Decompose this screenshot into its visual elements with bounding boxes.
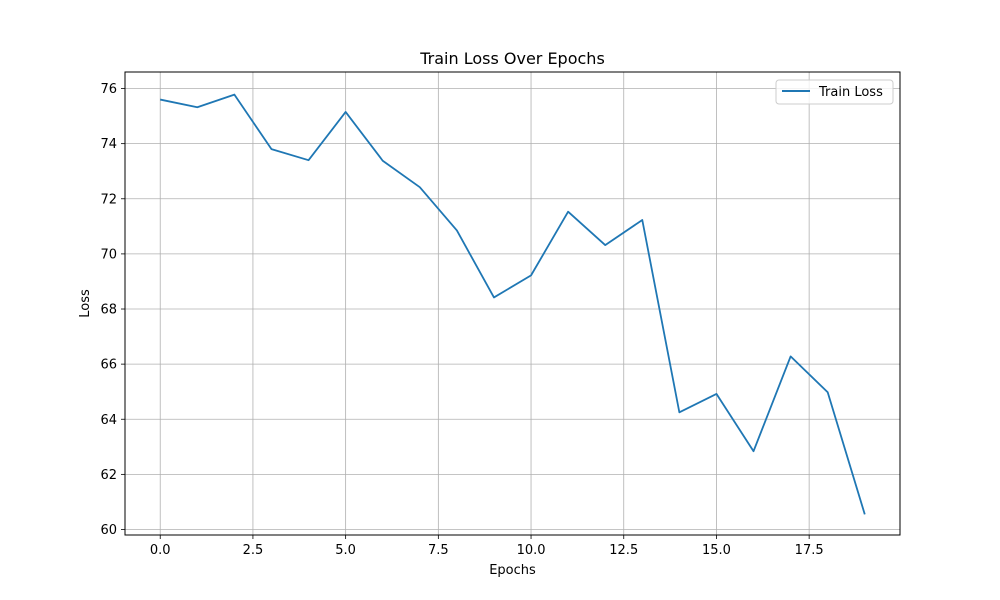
x-tick-label: 7.5: [428, 543, 449, 558]
y-tick-label: 60: [100, 523, 117, 538]
y-tick-label: 64: [100, 413, 117, 428]
plot-area-frame: [124, 71, 901, 536]
x-axis-ticks: 0.0 2.5 5.0 7.5 10.0 12.5 15.0 17.5: [150, 535, 824, 558]
y-tick-label: 72: [100, 192, 117, 207]
y-tick-label: 62: [100, 468, 117, 483]
y-tick-label: 74: [100, 137, 117, 152]
legend-label-train-loss: Train Loss: [818, 85, 883, 100]
x-tick-label: 2.5: [243, 543, 264, 558]
x-tick-label: 17.5: [795, 543, 824, 558]
legend: Train Loss: [775, 79, 894, 105]
series-layer: [160, 93, 866, 515]
x-tick-label: 0.0: [150, 543, 171, 558]
series-line-train-loss: [160, 93, 866, 515]
x-tick-label: 12.5: [609, 543, 638, 558]
y-tick-label: 70: [100, 247, 117, 262]
y-axis-label: Loss: [78, 289, 93, 318]
y-axis-ticks: 60 62 64 66 68 70 72 74 76: [100, 82, 125, 538]
legend-box: [775, 79, 894, 105]
y-tick-label: 76: [100, 82, 117, 97]
x-tick-label: 10.0: [517, 543, 546, 558]
x-tick-label: 5.0: [335, 543, 356, 558]
x-tick-label: 15.0: [702, 543, 731, 558]
y-tick-label: 68: [100, 303, 117, 318]
grid-lines: [125, 72, 900, 535]
chart-title: Train Loss Over Epochs: [419, 49, 605, 68]
y-tick-label: 66: [100, 358, 117, 373]
x-axis-label: Epochs: [489, 563, 536, 578]
